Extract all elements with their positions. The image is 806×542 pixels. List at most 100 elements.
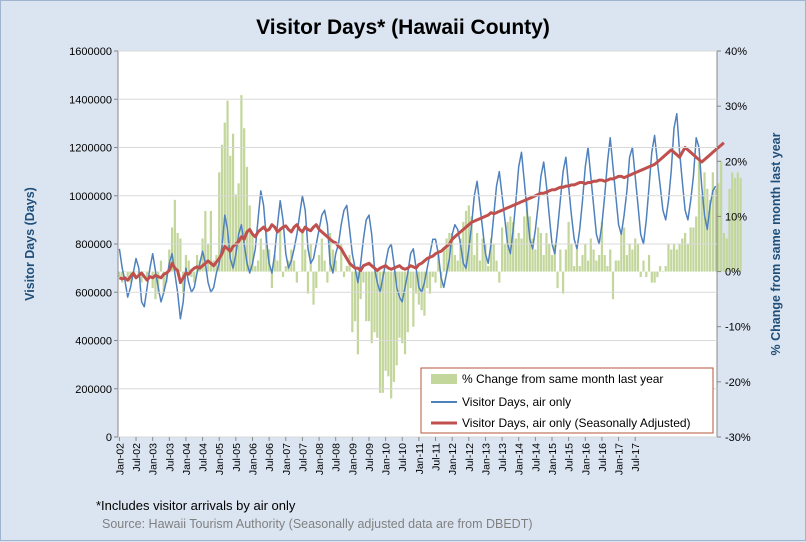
pct-change-bar (731, 172, 734, 272)
x-tick-label: Jul-08 (331, 443, 343, 472)
pct-change-bar (736, 172, 739, 272)
pct-change-bar (370, 271, 373, 344)
pct-change-bar (476, 232, 479, 272)
pct-change-bar (620, 232, 623, 272)
pct-change-bar (279, 227, 282, 272)
pct-change-bar (733, 177, 737, 272)
x-axis: Jan-02 Jul-02 Jan-03 Jul-03 Jan-04 Jul-04 Jan-… (114, 437, 642, 475)
pct-change-bar (390, 271, 393, 399)
x-tick-label: Jan-17 (614, 443, 626, 475)
pct-change-bar (198, 260, 201, 272)
pct-change-bar (220, 144, 224, 272)
pct-change-bar (459, 238, 462, 272)
pct-change-bar (453, 255, 457, 272)
pct-change-bar (143, 271, 146, 273)
x-tick-label: Jan-10 (381, 443, 393, 475)
pct-change-bar (187, 260, 190, 272)
pct-change-bar (559, 249, 562, 272)
pct-change-bar (495, 260, 498, 272)
pct-change-bar (531, 238, 534, 272)
pct-change-bar (251, 232, 254, 272)
pct-change-bar (292, 260, 296, 272)
pct-change-bar (462, 221, 465, 272)
pct-change-bar (603, 255, 606, 272)
pct-change-bar (359, 271, 362, 300)
pct-change-bar (537, 227, 540, 272)
x-tick-label: Jan-15 (547, 443, 559, 475)
pct-change-bar (670, 249, 673, 272)
pct-change-bar (395, 271, 398, 366)
pct-change-bar (553, 244, 556, 272)
pct-change-bar (556, 271, 559, 289)
legend-swatch-bars (431, 374, 457, 384)
pct-change-bar (240, 95, 243, 272)
pct-change-bar (628, 244, 631, 272)
y2-tick-label: -30% (725, 432, 751, 444)
pct-change-bar (218, 172, 221, 272)
y-tick-label: 600000 (75, 287, 112, 299)
pct-change-bar (412, 271, 415, 327)
pct-change-bar (234, 194, 237, 272)
pct-change-bar (367, 271, 371, 322)
pct-change-bar (323, 260, 326, 272)
y-tick-label: 200000 (75, 384, 112, 396)
pct-change-bar (231, 133, 235, 272)
pct-change-bar (703, 172, 706, 272)
pct-change-bar (415, 271, 418, 294)
pct-change-bar (514, 238, 518, 272)
pct-change-bar (567, 221, 570, 272)
pct-change-bar (284, 266, 287, 272)
pct-change-bar (634, 238, 637, 272)
pct-change-bar (426, 271, 429, 289)
pct-change-bar (190, 271, 193, 278)
pct-change-bar (423, 271, 426, 316)
pct-change-bar (273, 255, 276, 272)
source-note: Source: Hawaii Tourism Authority (Season… (102, 517, 533, 531)
pct-change-bar (525, 199, 529, 272)
y-axis-title-right: % Change from same month last year (769, 132, 783, 355)
pct-change-bar (173, 199, 176, 272)
pct-change-bar (678, 244, 681, 272)
x-tick-label: Jul-05 (231, 443, 243, 472)
pct-change-bar (636, 244, 640, 272)
x-tick-label: Jul-04 (198, 443, 210, 472)
x-tick-label: Jul-14 (530, 443, 542, 472)
pct-change-bar (270, 271, 274, 289)
x-tick-label: Jul-17 (630, 443, 642, 472)
pct-change-bar (473, 255, 476, 272)
pct-change-bar (500, 227, 504, 272)
pct-change-bar (659, 266, 662, 272)
pct-change-bar (667, 244, 670, 272)
pct-change-bar (245, 166, 249, 272)
pct-change-bar (431, 271, 434, 278)
y-tick-label: 1600000 (69, 46, 112, 58)
y2-tick-label: 40% (725, 46, 747, 58)
x-tick-label: Jul-13 (497, 443, 509, 472)
pct-change-bar (118, 271, 121, 278)
pct-change-bar (334, 260, 337, 272)
pct-change-bar (517, 232, 520, 272)
pct-change-bar (406, 271, 409, 333)
pct-change-bar (365, 271, 368, 322)
x-tick-label: Jan-11 (414, 443, 426, 474)
pct-change-bar (381, 271, 384, 393)
y2-tick-label: 0% (725, 267, 741, 279)
x-tick-label: Jan-02 (114, 443, 126, 475)
pct-change-bar (312, 271, 315, 305)
y-tick-label: 1000000 (69, 191, 112, 203)
x-tick-label: Jul-16 (597, 443, 609, 472)
pct-change-bar (193, 271, 196, 283)
pct-change-bar (542, 255, 545, 272)
x-tick-label: Jul-11 (431, 443, 443, 471)
pct-change-bar (281, 271, 285, 278)
pct-change-bar (717, 183, 720, 272)
y2-tick-label: 10% (725, 211, 747, 223)
pct-change-bar (121, 271, 124, 283)
pct-change-bar (739, 177, 742, 272)
x-tick-label: Jan-14 (514, 443, 526, 475)
pct-change-bar (503, 244, 506, 272)
x-tick-label: Jan-05 (214, 443, 226, 475)
pct-change-bar (445, 238, 448, 272)
pct-change-bar (711, 172, 714, 272)
